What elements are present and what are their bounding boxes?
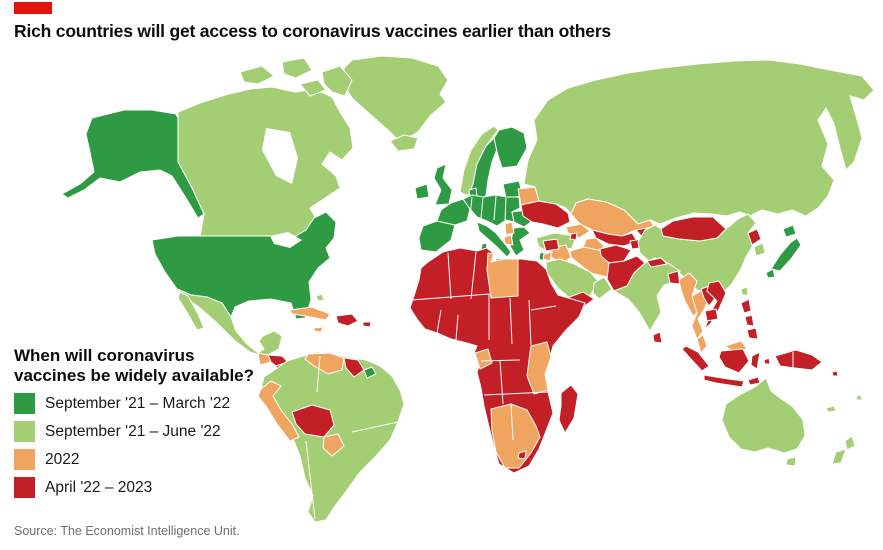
country-alaska [61, 109, 205, 219]
country-solomon-islands [831, 370, 839, 377]
country-kenya-tanzania [526, 341, 552, 395]
country-ireland [414, 183, 430, 200]
legend-swatch-light-green [14, 421, 35, 442]
country-arctic-island [281, 57, 313, 79]
country-japan [765, 268, 776, 279]
country-oman [592, 276, 613, 300]
economist-red-tab [14, 2, 52, 14]
country-australia [721, 377, 806, 454]
country-armenia [569, 232, 578, 241]
country-italy [476, 221, 512, 258]
country-iberia [418, 220, 456, 253]
country-puerto-rico [362, 321, 372, 328]
country-baja-california [177, 291, 205, 331]
legend-title-line2: vaccines be widely available? [14, 366, 255, 385]
country-baffin-island [321, 65, 353, 97]
country-indonesia [681, 345, 710, 372]
country-borders [305, 195, 794, 520]
legend-swatch-orange [14, 449, 35, 470]
country-mexico [176, 288, 283, 357]
country-guyana-suriname [343, 357, 365, 378]
legend-item: September '21 – March '22 [14, 393, 284, 414]
country-taiwan [740, 286, 749, 296]
country-fiji [855, 394, 863, 401]
country-french-guiana [363, 366, 377, 379]
country-venezuela [304, 352, 345, 375]
great-lakes [270, 232, 302, 248]
country-gabon [474, 348, 493, 370]
country-lesotho [517, 450, 527, 460]
country-philippines [746, 327, 759, 340]
country-new-guinea [774, 349, 823, 371]
country-philippines [740, 298, 752, 314]
country-albania [503, 234, 514, 246]
country-south-korea [753, 242, 766, 257]
country-paraguay [322, 433, 345, 457]
legend-title-line1: When will coronavirus [14, 346, 195, 365]
country-malaysia-borneo [724, 340, 748, 352]
legend-label: April '22 – 2023 [45, 478, 153, 496]
country-syria [542, 238, 560, 252]
country-bolivia [291, 404, 335, 438]
country-north-korea [747, 228, 762, 246]
country-arctic-island [239, 65, 275, 85]
source-note: Source: The Economist Intelligence Unit. [14, 524, 240, 538]
country-southern-africa [490, 403, 541, 469]
country-indonesia [718, 348, 750, 374]
country-iceland [389, 134, 419, 152]
country-japan [782, 224, 797, 238]
country-philippines [744, 314, 755, 327]
country-hispaniola [335, 313, 359, 327]
hudson-bay [262, 128, 298, 184]
country-uk [433, 163, 453, 206]
country-cuba [289, 306, 331, 321]
country-israel [538, 251, 545, 262]
legend-title: When will coronavirus vaccines be widely… [14, 346, 284, 386]
country-arctic-island [299, 79, 327, 97]
legend-item: April '22 – 2023 [14, 477, 284, 498]
legend-label: September '21 – March '22 [45, 394, 231, 412]
legend-label: September '21 – June '22 [45, 422, 221, 440]
legend-item: September '21 – June '22 [14, 421, 284, 442]
legend: When will coronavirus vaccines be widely… [14, 346, 284, 505]
country-sri-lanka [652, 331, 663, 344]
country-russia [523, 59, 875, 225]
country-madagascar [558, 384, 579, 434]
country-indonesia [703, 374, 745, 388]
country-japan [770, 237, 802, 272]
country-tasmania [785, 456, 797, 467]
country-libya [486, 252, 519, 299]
country-new-caledonia [825, 405, 837, 413]
country-new-zealand [831, 448, 847, 465]
country-mongolia [660, 216, 727, 242]
legend-swatch-red [14, 477, 35, 498]
country-indonesia [750, 351, 761, 370]
country-malaysia [696, 334, 708, 354]
country-serbia [504, 221, 515, 236]
page-title: Rich countries will get access to corona… [14, 21, 611, 41]
country-bangladesh [667, 270, 681, 285]
country-bahamas [315, 293, 325, 302]
country-greenland [341, 55, 449, 143]
legend-label: 2022 [45, 450, 80, 468]
country-new-zealand [844, 435, 856, 451]
country-cambodia [704, 308, 719, 322]
country-ecuador-peru [257, 380, 300, 442]
legend-item: 2022 [14, 449, 284, 470]
country-indonesia [763, 357, 771, 365]
country-jamaica [313, 326, 324, 333]
legend-swatch-dark-green [14, 393, 35, 414]
country-finland [493, 126, 528, 169]
country-nepal [646, 257, 668, 268]
